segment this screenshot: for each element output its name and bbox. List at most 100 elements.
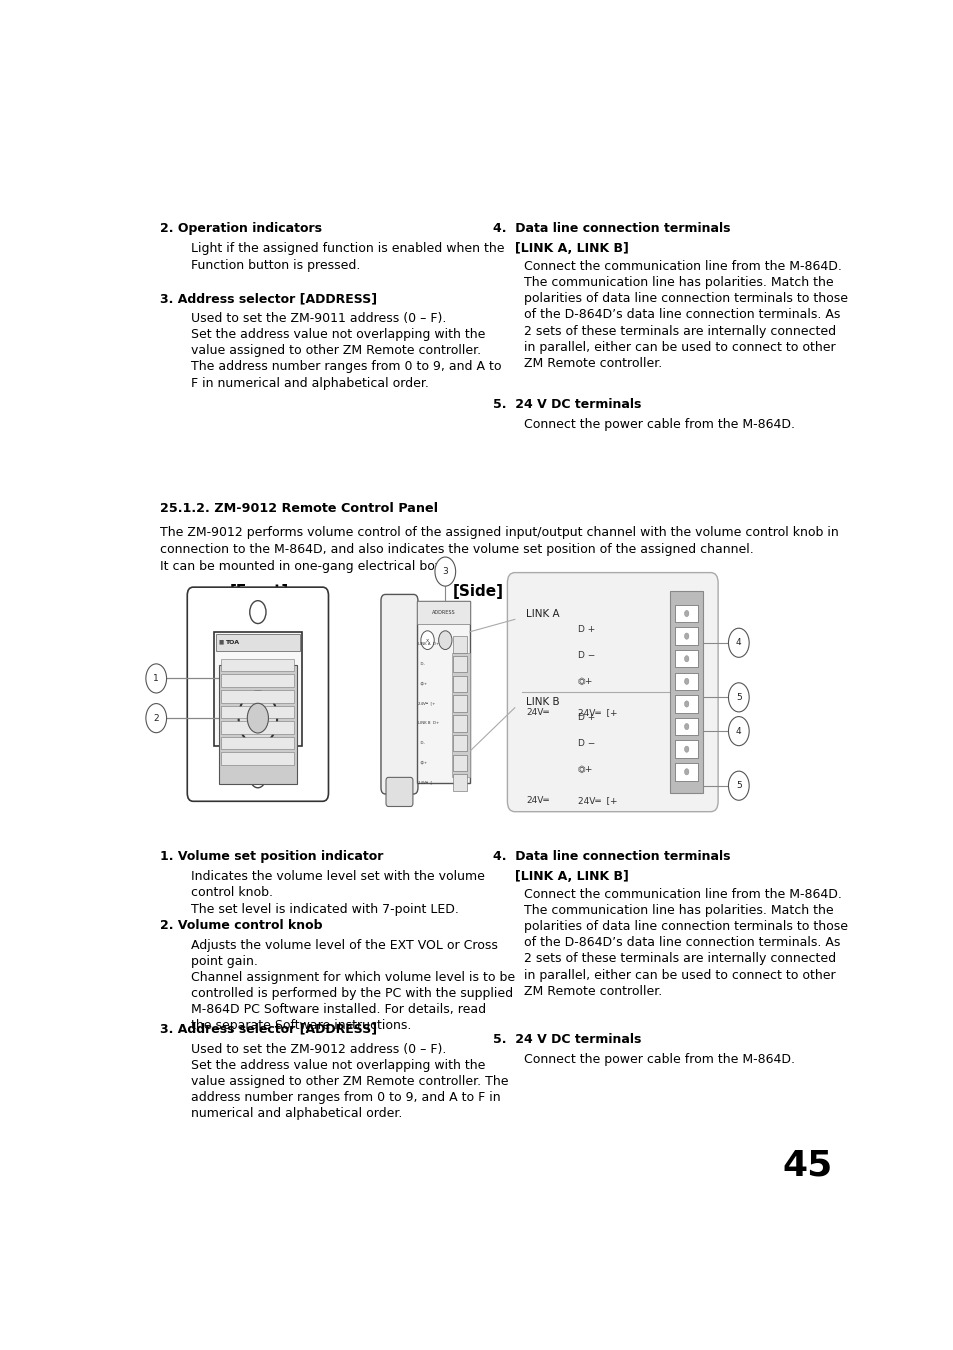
Text: ⏣+: ⏣+ — [577, 765, 593, 774]
Text: The communication line has polarities. Match the: The communication line has polarities. M… — [523, 904, 832, 917]
Text: of the D-864D’s data line connection terminals. As: of the D-864D’s data line connection ter… — [523, 937, 840, 949]
Circle shape — [683, 610, 688, 617]
Text: 2. Operation indicators: 2. Operation indicators — [160, 223, 321, 235]
FancyBboxPatch shape — [187, 587, 328, 802]
Circle shape — [683, 747, 688, 752]
Circle shape — [146, 703, 167, 733]
Bar — [453, 716, 467, 732]
Bar — [221, 752, 294, 765]
Circle shape — [683, 633, 688, 640]
FancyBboxPatch shape — [416, 601, 470, 783]
Bar — [221, 721, 294, 734]
Circle shape — [728, 628, 748, 657]
FancyBboxPatch shape — [507, 572, 718, 811]
Circle shape — [683, 768, 688, 775]
Circle shape — [146, 664, 167, 693]
Bar — [221, 675, 294, 687]
Bar — [221, 659, 294, 671]
Bar — [675, 741, 698, 757]
Text: Function button is pressed.: Function button is pressed. — [191, 259, 360, 271]
Circle shape — [683, 724, 688, 730]
Bar — [221, 690, 294, 702]
Bar — [675, 605, 698, 622]
Bar — [221, 706, 294, 718]
Text: ZM Remote controller.: ZM Remote controller. — [523, 356, 661, 370]
Bar — [453, 775, 467, 791]
Text: TOA: TOA — [225, 640, 239, 645]
FancyBboxPatch shape — [216, 634, 299, 651]
Text: 3. Address selector [ADDRESS]: 3. Address selector [ADDRESS] — [160, 1023, 376, 1035]
Text: D +: D + — [577, 625, 595, 633]
Text: 5.  24 V DC terminals: 5. 24 V DC terminals — [492, 1033, 640, 1046]
Text: control knob.: control knob. — [191, 887, 273, 899]
Text: 1. Volume set position indicator: 1. Volume set position indicator — [160, 850, 383, 863]
Text: value assigned to other ZM Remote controller. The: value assigned to other ZM Remote contro… — [191, 1075, 508, 1088]
Text: Adjusts the volume level of the EXT VOL or Cross: Adjusts the volume level of the EXT VOL … — [191, 938, 497, 952]
Text: Set the address value not overlapping with the: Set the address value not overlapping wi… — [191, 328, 485, 342]
Text: The address number ranges from 0 to 9, and A to: The address number ranges from 0 to 9, a… — [191, 360, 501, 374]
Circle shape — [683, 701, 688, 707]
Text: ZM Remote controller.: ZM Remote controller. — [523, 984, 661, 998]
Text: 45: 45 — [781, 1149, 832, 1183]
Text: M-864D PC Software installed. For details, read: M-864D PC Software installed. For detail… — [191, 1003, 486, 1017]
Circle shape — [728, 683, 748, 711]
Text: F in numerical and alphabetical order.: F in numerical and alphabetical order. — [191, 377, 429, 390]
Text: 3: 3 — [442, 567, 448, 576]
Text: 5.  24 V DC terminals: 5. 24 V DC terminals — [492, 398, 640, 410]
Text: Connect the communication line from the M-864D.: Connect the communication line from the … — [523, 888, 841, 900]
Text: Indicates the volume level set with the volume: Indicates the volume level set with the … — [191, 871, 484, 883]
Text: ⏣+: ⏣+ — [417, 761, 427, 765]
Text: Connect the power cable from the M-864D.: Connect the power cable from the M-864D. — [523, 418, 794, 431]
Text: The ZM-9012 performs volume control of the assigned input/output channel with th: The ZM-9012 performs volume control of t… — [160, 526, 838, 539]
Text: 25.1.2. ZM-9012 Remote Control Panel: 25.1.2. ZM-9012 Remote Control Panel — [160, 502, 437, 514]
Bar — [453, 695, 467, 711]
Text: in parallel, either can be used to connect to other: in parallel, either can be used to conne… — [523, 340, 835, 354]
Text: 4.  Data line connection terminals: 4. Data line connection terminals — [492, 850, 729, 863]
Text: 24V═: 24V═ — [525, 707, 548, 717]
Circle shape — [683, 678, 688, 684]
Text: Connect the communication line from the M-864D.: Connect the communication line from the … — [523, 261, 841, 273]
Bar — [221, 737, 294, 749]
Bar — [675, 718, 698, 736]
FancyBboxPatch shape — [416, 601, 470, 624]
Text: ADDRESS: ADDRESS — [432, 610, 456, 614]
Text: 4.  Data line connection terminals: 4. Data line connection terminals — [492, 223, 729, 235]
Text: [LINK A, LINK B]: [LINK A, LINK B] — [492, 243, 628, 255]
Circle shape — [728, 771, 748, 801]
Text: LINK B: LINK B — [525, 698, 558, 707]
Text: ⏣+: ⏣+ — [417, 682, 427, 686]
Text: 5: 5 — [735, 693, 740, 702]
Text: Light if the assigned function is enabled when the: Light if the assigned function is enable… — [191, 243, 504, 255]
Text: It can be mounted in one-gang electrical box.: It can be mounted in one-gang electrical… — [160, 560, 445, 572]
Bar — [675, 651, 698, 667]
Circle shape — [683, 656, 688, 662]
Text: D −: D − — [577, 651, 595, 660]
Text: 4: 4 — [736, 726, 740, 736]
Text: x: x — [425, 637, 429, 643]
Text: 2 sets of these terminals are internally connected: 2 sets of these terminals are internally… — [523, 953, 835, 965]
Text: D −: D − — [577, 738, 595, 748]
Text: [LINK A, LINK B]: [LINK A, LINK B] — [492, 871, 628, 883]
Text: Connect the power cable from the M-864D.: Connect the power cable from the M-864D. — [523, 1053, 794, 1066]
Text: ⏣+: ⏣+ — [577, 676, 593, 686]
Text: address number ranges from 0 to 9, and A to F in: address number ranges from 0 to 9, and A… — [191, 1091, 500, 1104]
Text: [Side]: [Side] — [452, 585, 503, 599]
Circle shape — [438, 630, 452, 649]
Text: 24V═  [: 24V═ [ — [417, 780, 432, 784]
Text: D +: D + — [577, 713, 595, 722]
Bar — [453, 734, 467, 752]
Text: of the D-864D’s data line connection terminals. As: of the D-864D’s data line connection ter… — [523, 309, 840, 321]
Text: 24V═  [+: 24V═ [+ — [577, 707, 617, 717]
Text: 2 sets of these terminals are internally connected: 2 sets of these terminals are internally… — [523, 324, 835, 338]
Circle shape — [247, 703, 268, 733]
Text: in parallel, either can be used to connect to other: in parallel, either can be used to conne… — [523, 968, 835, 981]
Text: the separate Software instructions.: the separate Software instructions. — [191, 1019, 411, 1033]
Text: Used to set the ZM-9012 address (0 – F).: Used to set the ZM-9012 address (0 – F). — [191, 1042, 446, 1056]
Text: 1: 1 — [153, 674, 159, 683]
Bar — [675, 628, 698, 645]
Text: 2. Volume control knob: 2. Volume control knob — [160, 919, 322, 931]
Circle shape — [435, 558, 456, 586]
Text: The set level is indicated with 7-point LED.: The set level is indicated with 7-point … — [191, 903, 458, 915]
Text: 24V═: 24V═ — [525, 796, 548, 805]
Circle shape — [250, 601, 266, 624]
